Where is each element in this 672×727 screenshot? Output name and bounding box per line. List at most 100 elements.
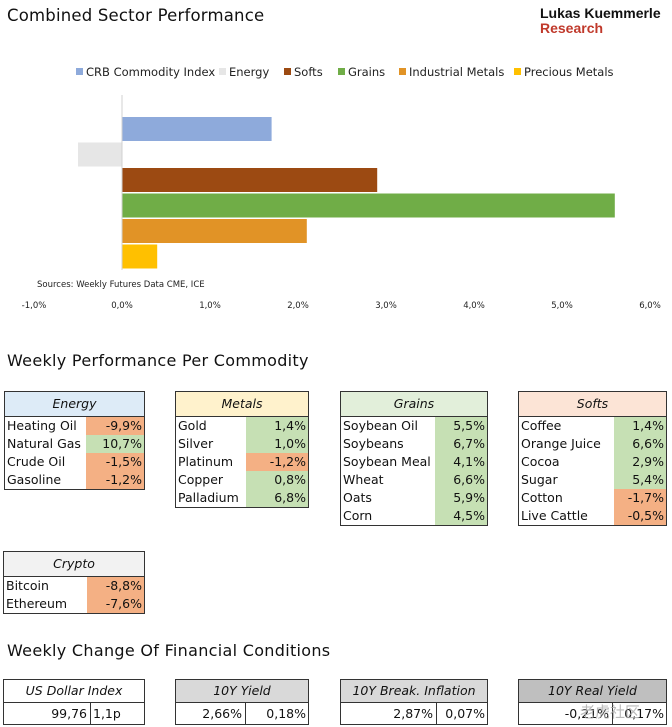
- grains-row-value: 4,1%: [435, 453, 487, 471]
- yield-10y-level: 2,66%: [202, 706, 242, 721]
- x-tick-label: 1,0%: [199, 301, 221, 311]
- metals-rows: Gold 1,4% Silver 1,0% Platinum -1,2% Copper 0,8…: [176, 417, 308, 507]
- softs-row-name: Live Cattle: [521, 508, 588, 523]
- softs-row-value: -1,7%: [614, 489, 666, 507]
- metals-header: Metals: [176, 392, 308, 417]
- energy-row: Crude Oil -1,5%: [5, 453, 144, 471]
- bar-4: [122, 219, 307, 243]
- brand-logo: Lukas Kuemmerle Research: [540, 6, 661, 36]
- metals-row: Gold 1,4%: [176, 417, 308, 435]
- crypto-header: Crypto: [4, 552, 144, 577]
- metals-table: Metals Gold 1,4% Silver 1,0% Platinum -1,2% Co…: [175, 391, 309, 508]
- grains-row-name: Soybean Meal: [343, 454, 431, 469]
- legend-swatch: [76, 68, 83, 75]
- usd-index-table: US Dollar Index 99,76 1,1p: [3, 679, 145, 725]
- softs-rows: Coffee 1,4% Orange Juice 6,6% Cocoa 2,9% Sugar…: [519, 417, 666, 525]
- softs-row-name: Sugar: [521, 472, 558, 487]
- legend-label: Grains: [348, 65, 385, 79]
- bar-1: [78, 142, 122, 167]
- legend-label: Precious Metals: [524, 65, 614, 79]
- legend-swatch: [219, 68, 226, 75]
- energy-table: Energy Heating Oil -9,9% Natural Gas 10,7% C…: [4, 391, 145, 490]
- softs-row-name: Coffee: [521, 418, 562, 433]
- real-yield-change: 0,17%: [624, 706, 664, 721]
- grains-row-name: Wheat: [343, 472, 384, 487]
- x-tick-label: 3,0%: [375, 301, 397, 311]
- metals-row: Palladium 6,8%: [176, 489, 308, 507]
- x-tick-label: 5,0%: [551, 301, 573, 311]
- grains-row: Soybean Meal 4,1%: [341, 453, 487, 471]
- softs-row: Cotton -1,7%: [519, 489, 666, 507]
- source-note: Sources: Weekly Futures Data CME, ICE: [37, 280, 205, 290]
- x-tick-label: -1,0%: [22, 301, 47, 311]
- metals-row: Silver 1,0%: [176, 435, 308, 453]
- metals-row-value: -1,2%: [246, 453, 308, 471]
- softs-row-name: Orange Juice: [521, 436, 601, 451]
- legend-swatch: [338, 68, 345, 75]
- grains-row-name: Soybeans: [343, 436, 404, 451]
- commodity-section-title: Weekly Performance Per Commodity: [7, 351, 309, 370]
- metals-row-name: Platinum: [178, 454, 234, 469]
- grains-table: Grains Soybean Oil 5,5% Soybeans 6,7% Soybea…: [340, 391, 488, 526]
- grains-row-value: 5,9%: [435, 489, 487, 507]
- usd-index-level: 99,76: [51, 706, 87, 721]
- grains-row-name: Corn: [343, 508, 373, 523]
- softs-header: Softs: [519, 392, 666, 417]
- metals-row-name: Silver: [178, 436, 214, 451]
- breakeven-change: 0,07%: [445, 706, 485, 721]
- metals-row-name: Gold: [178, 418, 207, 433]
- softs-row-value: 1,4%: [614, 417, 666, 435]
- breakeven-table: 10Y Break. Inflation 2,87% 0,07%: [340, 679, 488, 725]
- softs-row-name: Cotton: [521, 490, 563, 505]
- grains-row-value: 4,5%: [435, 507, 487, 525]
- x-tick-label: 2,0%: [287, 301, 309, 311]
- softs-row-value: 2,9%: [614, 453, 666, 471]
- logo-line1: Lukas Kuemmerle: [540, 5, 661, 21]
- metals-row-name: Palladium: [178, 490, 239, 505]
- legend-swatch: [514, 68, 521, 75]
- energy-row-name: Natural Gas: [7, 436, 81, 451]
- energy-row-name: Heating Oil: [7, 418, 77, 433]
- grains-row: Oats 5,9%: [341, 489, 487, 507]
- energy-row: Natural Gas 10,7%: [5, 435, 144, 453]
- legend-swatch: [284, 68, 291, 75]
- metals-row-value: 1,4%: [246, 417, 308, 435]
- crypto-row-value: -8,8%: [87, 577, 144, 595]
- watermark: 老虎社区: [580, 703, 641, 721]
- legend-label: Industrial Metals: [409, 65, 504, 79]
- grains-row-name: Soybean Oil: [343, 418, 418, 433]
- grains-header: Grains: [341, 392, 487, 417]
- yield-divider: [245, 703, 246, 724]
- softs-row: Orange Juice 6,6%: [519, 435, 666, 453]
- energy-rows: Heating Oil -9,9% Natural Gas 10,7% Crude Oi…: [5, 417, 144, 489]
- bar-0: [122, 117, 272, 141]
- logo-line2: Research: [540, 20, 604, 36]
- softs-row: Live Cattle -0,5%: [519, 507, 666, 525]
- breakeven-header: 10Y Break. Inflation: [341, 680, 487, 703]
- grains-rows: Soybean Oil 5,5% Soybeans 6,7% Soybean Meal 4…: [341, 417, 487, 525]
- real-yield-table: 10Y Real Yield -0,21% 0,17%: [518, 679, 667, 725]
- bar-5: [122, 244, 158, 269]
- energy-row: Gasoline -1,2%: [5, 471, 144, 489]
- crypto-row: Ethereum -7,6%: [4, 595, 144, 613]
- metals-row-value: 1,0%: [246, 435, 308, 453]
- bar-3: [122, 193, 615, 218]
- bar-2: [122, 168, 378, 192]
- grains-row-value: 6,7%: [435, 435, 487, 453]
- grains-row: Soybean Oil 5,5%: [341, 417, 487, 435]
- energy-row-name: Crude Oil: [7, 454, 66, 469]
- x-tick-label: 4,0%: [463, 301, 485, 311]
- crypto-rows: Bitcoin -8,8% Ethereum -7,6%: [4, 577, 144, 613]
- realyield-divider: [612, 703, 613, 724]
- softs-row-value: 5,4%: [614, 471, 666, 489]
- legend-label: Energy: [229, 65, 269, 79]
- page-title: Combined Sector Performance: [7, 6, 265, 25]
- legend-swatch: [399, 68, 406, 75]
- yield-10y-table: 10Y Yield 2,66% 0,18%: [175, 679, 309, 725]
- softs-table: Softs Coffee 1,4% Orange Juice 6,6% Cocoa 2,9…: [518, 391, 667, 526]
- usd-index-change: 1,1p: [93, 706, 121, 721]
- crypto-row-value: -7,6%: [87, 595, 144, 613]
- yield-10y-header: 10Y Yield: [176, 680, 308, 703]
- softs-row-value: -0,5%: [614, 507, 666, 525]
- metals-row-value: 0,8%: [246, 471, 308, 489]
